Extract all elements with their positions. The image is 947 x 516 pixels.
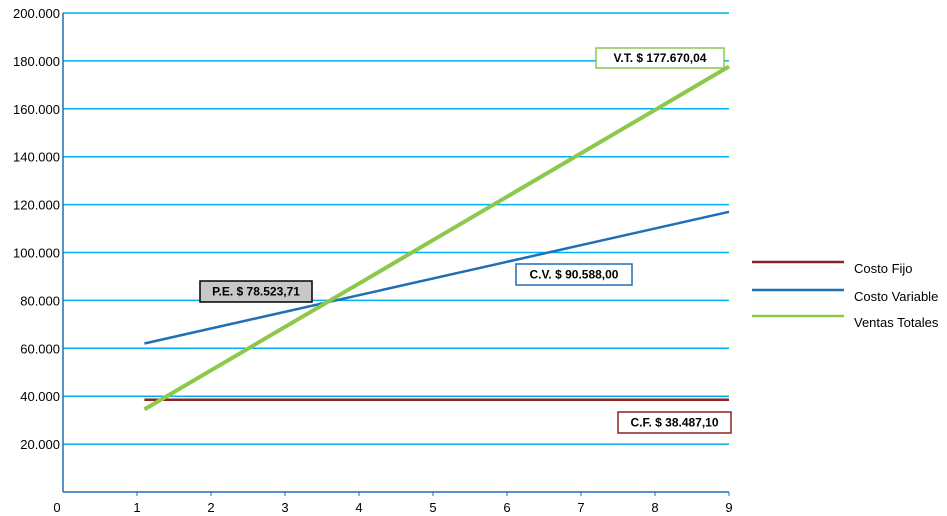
- x-tick-label: 8: [651, 500, 658, 515]
- legend-label: Costo Fijo: [854, 261, 913, 276]
- series-line-ventas-totales: [143, 64, 731, 412]
- annotation-label: C.V. $ 90.588,00: [530, 268, 619, 282]
- y-tick-label: 180.000: [13, 54, 60, 69]
- annotation-box: [515, 263, 633, 286]
- annotation-label: V.T. $ 177.670,04: [614, 51, 707, 65]
- y-tick-label: 120.000: [13, 198, 60, 213]
- legend-entry: Costo Variable: [752, 288, 938, 304]
- series-lines: [143, 64, 731, 412]
- series-line-costo-variable: [144, 210, 730, 345]
- x-tick-label: 3: [281, 500, 288, 515]
- y-tick-label: 100.000: [13, 246, 60, 261]
- annotation-box: [199, 280, 313, 303]
- y-tick-label: 20.000: [20, 437, 60, 452]
- annotation-label: C.F. $ 38.487,10: [630, 416, 718, 430]
- y-axis-ticks: 20.000 40.000 60.000 80.000 100.000 120.000 14…: [13, 6, 60, 452]
- annotation-box: [595, 47, 725, 69]
- legend-label: Costo Variable: [854, 289, 938, 304]
- annotation-pe: P.E. $ 78.523,71: [199, 280, 313, 303]
- annotation-label: P.E. $ 78.523,71: [212, 285, 300, 299]
- annotation-vt: V.T. $ 177.670,04: [595, 47, 725, 69]
- y-tick-label: 40.000: [20, 389, 60, 404]
- x-tick-label: 1: [133, 500, 140, 515]
- annotation-cf: C.F. $ 38.487,10: [617, 411, 732, 434]
- y-tick-label: 200.000: [13, 6, 60, 21]
- annotations: V.T. $ 177.670,04 P.E. $ 78.523,71 C.V. $ …: [199, 47, 732, 434]
- x-tick-label: 2: [207, 500, 214, 515]
- y-tick-label: 80.000: [20, 293, 60, 308]
- axes: [62, 13, 729, 493]
- x-tick-label: 0: [53, 500, 60, 515]
- x-tick-label: 9: [725, 500, 732, 515]
- annotation-cv: C.V. $ 90.588,00: [515, 263, 633, 286]
- x-tick-label: 7: [577, 500, 584, 515]
- legend-entry: Costo Fijo: [752, 260, 913, 276]
- legend: Costo Fijo Costo Variable Ventas Totales: [752, 260, 939, 330]
- x-axis-ticks: 0 1 2 3 4 5 6 7 8 9: [53, 492, 733, 515]
- annotation-box: [617, 411, 732, 434]
- x-tick-label: 4: [355, 500, 362, 515]
- y-tick-label: 160.000: [13, 102, 60, 117]
- x-tick-label: 6: [503, 500, 510, 515]
- y-tick-label: 60.000: [20, 341, 60, 356]
- legend-label: Ventas Totales: [854, 315, 939, 330]
- gridlines: [63, 12, 729, 445]
- y-tick-label: 140.000: [13, 150, 60, 165]
- x-tick-label: 5: [429, 500, 436, 515]
- legend-entry: Ventas Totales: [752, 314, 939, 330]
